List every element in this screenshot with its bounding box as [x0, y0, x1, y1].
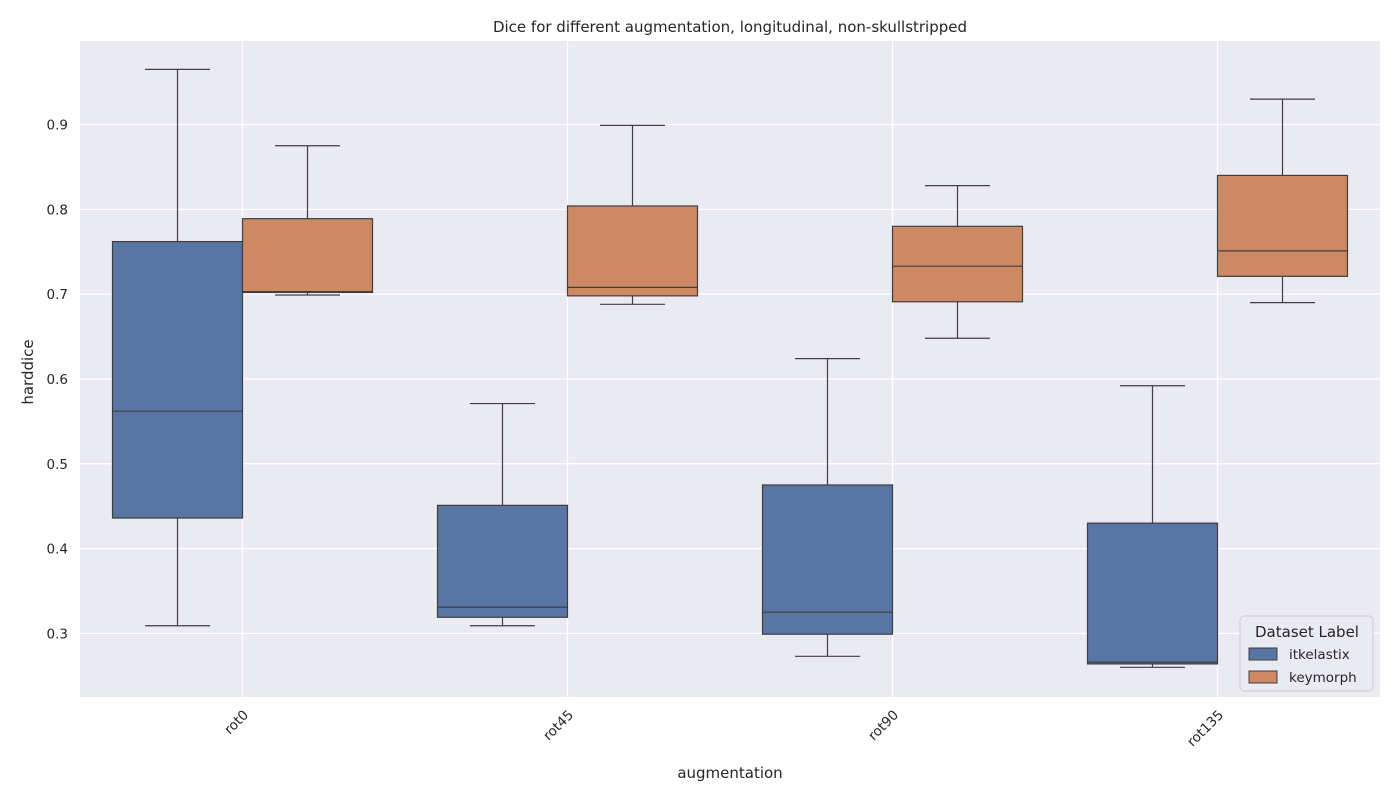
legend: Dataset Label itkelastix keymorph	[1239, 615, 1374, 692]
x-tick-label: rot45	[540, 707, 577, 744]
box-iqr	[566, 205, 699, 297]
box-iqr	[241, 218, 374, 294]
legend-label-itkelastix: itkelastix	[1289, 647, 1350, 663]
box-iqr	[436, 504, 569, 618]
y-tick-label: 0.8	[47, 202, 68, 218]
box-iqr	[1216, 174, 1349, 277]
box-itkelastix-rot135	[1086, 385, 1219, 668]
box-iqr	[111, 240, 244, 519]
box-iqr	[891, 225, 1024, 303]
legend-label-keymorph: keymorph	[1289, 670, 1357, 686]
legend-title: Dataset Label	[1255, 623, 1359, 641]
legend-swatch-itkelastix	[1248, 647, 1278, 661]
x-tick-label: rot90	[865, 707, 902, 744]
x-tick-label: rot0	[221, 707, 252, 738]
box-itkelastix-rot45	[436, 402, 569, 627]
box-keymorph-rot0	[241, 145, 374, 296]
y-tick-label: 0.5	[47, 457, 68, 473]
box-itkelastix-rot90	[761, 358, 894, 657]
y-axis-label: harddice	[19, 339, 37, 404]
box-keymorph-rot135	[1216, 98, 1349, 304]
chart-title: Dice for different augmentation, longitu…	[493, 18, 967, 36]
y-tick-label: 0.4	[47, 542, 68, 558]
x-axis-label: augmentation	[677, 764, 782, 782]
legend-swatch-keymorph	[1248, 670, 1278, 684]
boxes-layer	[111, 68, 1349, 668]
y-tick-label: 0.9	[47, 118, 68, 134]
box-iqr	[761, 484, 894, 635]
box-keymorph-rot45	[566, 124, 699, 305]
x-tick-label: rot135	[1184, 707, 1227, 750]
y-tick-label: 0.6	[47, 372, 68, 388]
box-iqr	[1086, 522, 1219, 665]
y-tick-label: 0.3	[47, 626, 68, 642]
box-itkelastix-rot0	[111, 68, 244, 627]
box-keymorph-rot90	[891, 184, 1024, 339]
y-tick-label: 0.7	[47, 287, 68, 303]
